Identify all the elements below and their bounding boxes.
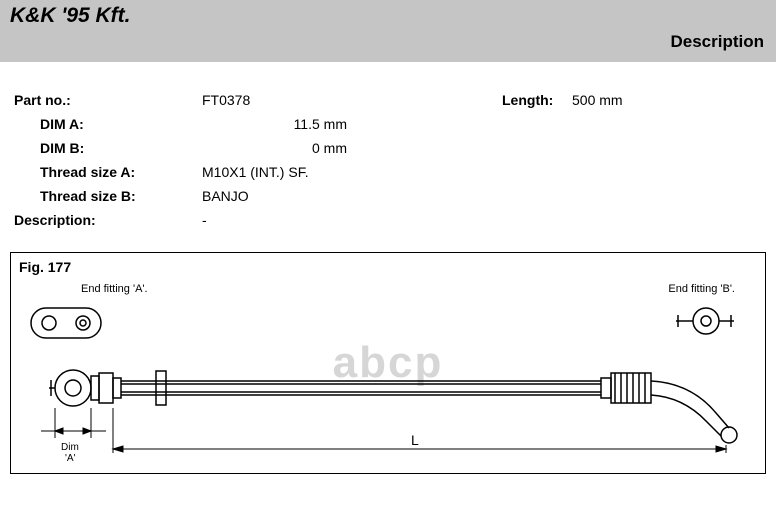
description-label: Description: bbox=[14, 212, 202, 228]
thread-a-value: M10X1 (INT.) SF. bbox=[202, 164, 502, 180]
length-label: Length: bbox=[502, 92, 572, 108]
dim-b-value: 0 mm bbox=[202, 140, 347, 156]
thread-b-value: BANJO bbox=[202, 188, 502, 204]
row-partno: Part no.: FT0378 Length: 500 mm bbox=[14, 92, 762, 108]
dim-a-marker-1: Dim bbox=[61, 442, 79, 453]
row-description: Description: - bbox=[14, 212, 762, 228]
row-thread-b: Thread size B: BANJO bbox=[14, 188, 762, 204]
partno-label: Part no.: bbox=[14, 92, 202, 108]
hose-diagram: Dim 'A' L bbox=[11, 253, 765, 473]
row-dim-b: DIM B: 0 mm bbox=[14, 140, 762, 156]
partno-value: FT0378 bbox=[202, 92, 502, 108]
length-marker: L bbox=[411, 432, 419, 448]
header-description-label: Description bbox=[670, 32, 764, 52]
dim-a-label: DIM A: bbox=[40, 116, 202, 132]
length-value: 500 mm bbox=[572, 92, 623, 108]
dim-b-label: DIM B: bbox=[40, 140, 202, 156]
figure-box: Fig. 177 End fitting 'A'. End fitting 'B… bbox=[10, 252, 766, 474]
header-bar: K&K '95 Kft. Description bbox=[0, 0, 776, 62]
thread-a-label: Thread size A: bbox=[40, 164, 202, 180]
dim-a-marker-2: 'A' bbox=[65, 453, 76, 464]
dim-a-value: 11.5 mm bbox=[202, 116, 347, 132]
row-dim-a: DIM A: 11.5 mm bbox=[14, 116, 762, 132]
spec-area: Part no.: FT0378 Length: 500 mm DIM A: 1… bbox=[0, 62, 776, 246]
description-value: - bbox=[202, 212, 207, 228]
row-thread-a: Thread size A: M10X1 (INT.) SF. bbox=[14, 164, 762, 180]
thread-b-label: Thread size B: bbox=[40, 188, 202, 204]
company-title: K&K '95 Kft. bbox=[10, 4, 131, 28]
